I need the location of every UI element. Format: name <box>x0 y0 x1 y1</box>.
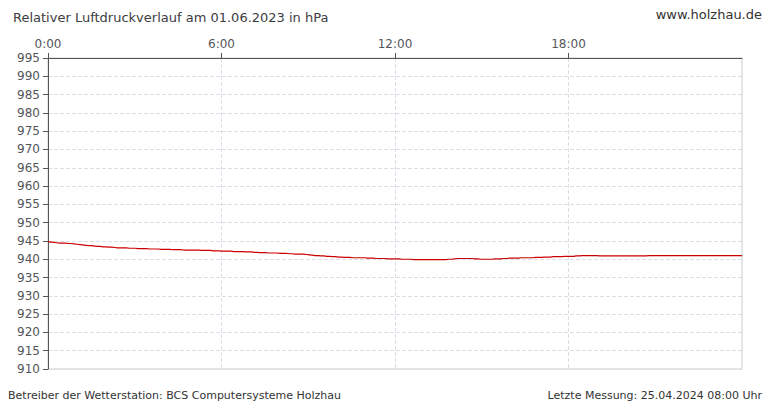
svg-text:18:00: 18:00 <box>551 37 586 51</box>
svg-text:985: 985 <box>17 88 40 102</box>
svg-text:935: 935 <box>17 271 40 285</box>
svg-text:975: 975 <box>17 124 40 138</box>
svg-text:Relativer Luftdruckverlauf am: Relativer Luftdruckverlauf am 01.06.2023… <box>13 10 328 25</box>
svg-text:965: 965 <box>17 161 40 175</box>
svg-text:Betreiber der Wetterstation: B: Betreiber der Wetterstation: BCS Compute… <box>8 389 341 402</box>
svg-text:920: 920 <box>17 325 40 339</box>
svg-text:980: 980 <box>17 106 40 120</box>
svg-text:6:00: 6:00 <box>208 37 235 51</box>
svg-text:915: 915 <box>17 344 40 358</box>
svg-text:940: 940 <box>17 252 40 266</box>
svg-text:960: 960 <box>17 179 40 193</box>
svg-text:930: 930 <box>17 289 40 303</box>
svg-text:www.holzhau.de: www.holzhau.de <box>656 7 762 22</box>
svg-text:12:00: 12:00 <box>378 37 413 51</box>
svg-text:950: 950 <box>17 216 40 230</box>
svg-text:970: 970 <box>17 142 40 156</box>
svg-text:945: 945 <box>17 234 40 248</box>
svg-text:Letzte Messung: 25.04.2024 08:: Letzte Messung: 25.04.2024 08:00 Uhr <box>548 389 763 402</box>
svg-text:995: 995 <box>17 51 40 65</box>
svg-text:0:00: 0:00 <box>35 37 62 51</box>
svg-text:990: 990 <box>17 69 40 83</box>
svg-text:955: 955 <box>17 197 40 211</box>
svg-text:910: 910 <box>17 362 40 376</box>
svg-text:925: 925 <box>17 307 40 321</box>
